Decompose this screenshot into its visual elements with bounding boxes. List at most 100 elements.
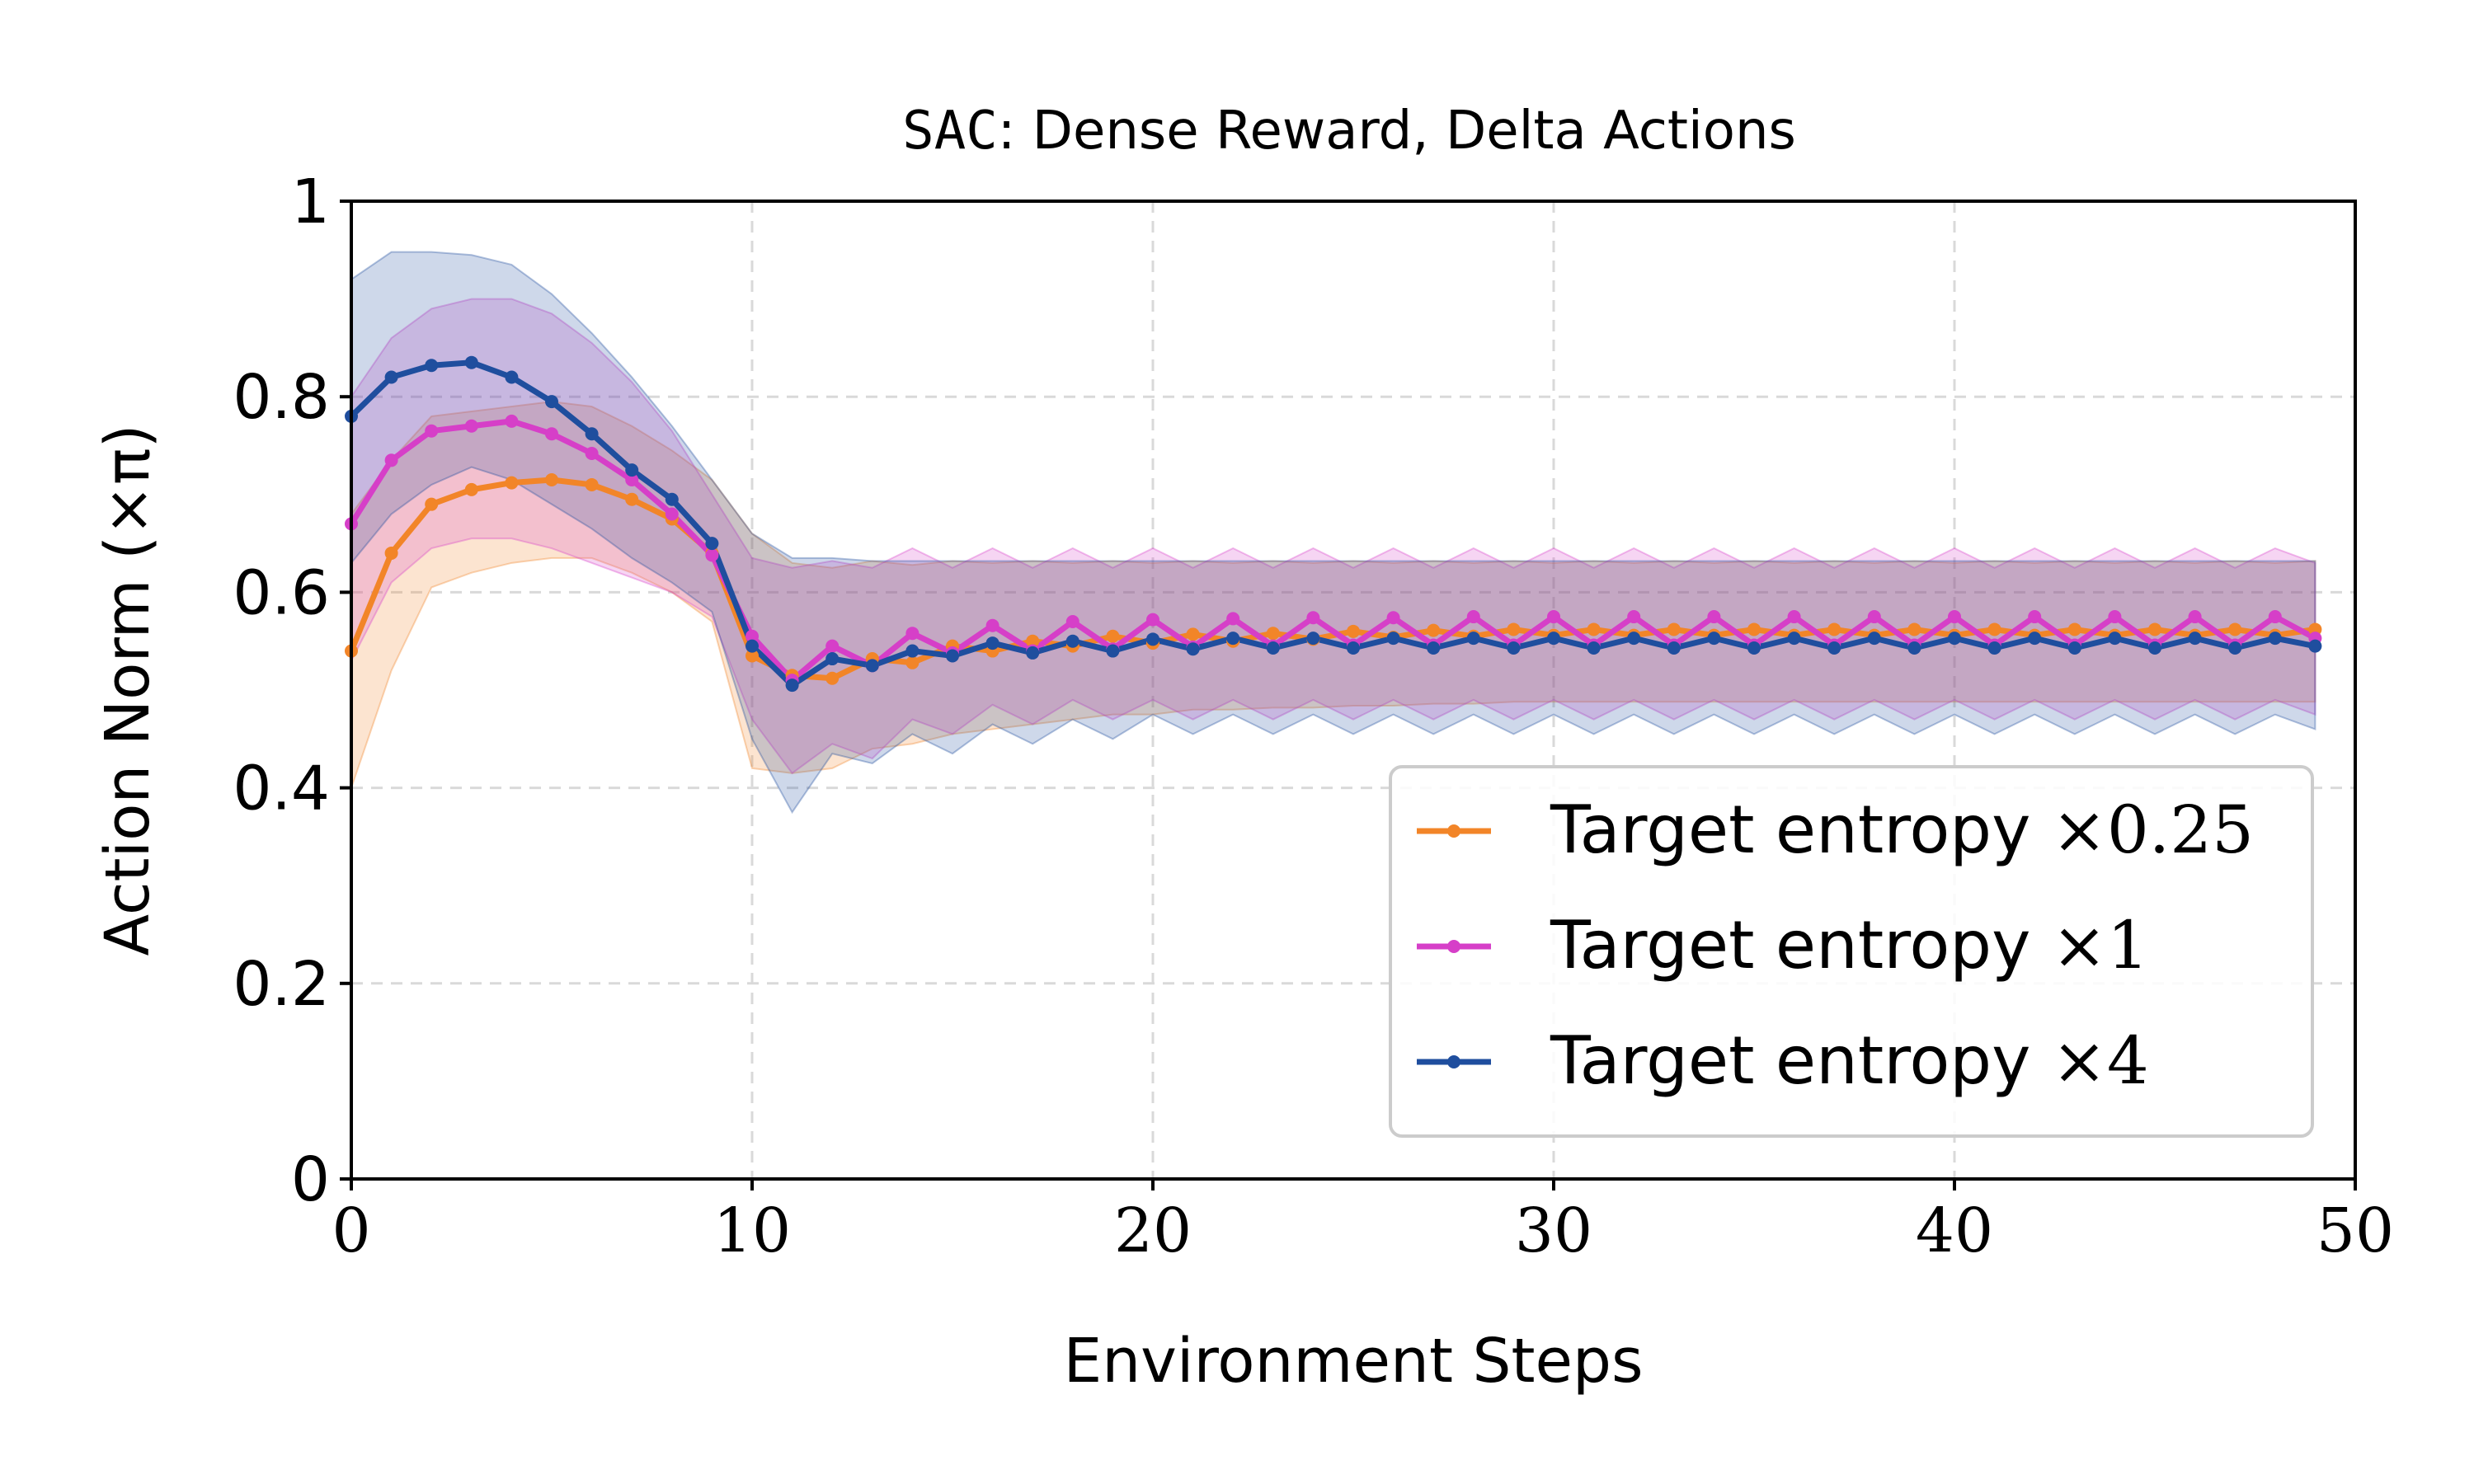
point-series-0-31 [1587, 622, 1601, 636]
point-series-0-19 [1106, 629, 1120, 643]
x-tick-label-3: 30 [1515, 1195, 1592, 1266]
point-series-0-47 [2228, 622, 2242, 636]
point-series-2-10 [745, 639, 759, 653]
point-series-0-25 [1347, 624, 1360, 638]
point-series-1-44 [2108, 610, 2122, 624]
point-series-0-1 [384, 546, 398, 560]
chart-title: SAC: Dense Reward, Delta Actions [902, 101, 1796, 162]
legend-label-0: Target entropy ×0.25 [1550, 791, 2254, 868]
point-series-1-26 [1386, 611, 1400, 625]
point-series-2-31 [1587, 641, 1601, 655]
point-series-1-38 [1867, 610, 1881, 624]
point-series-2-35 [1747, 641, 1761, 655]
point-series-1-28 [1466, 610, 1480, 624]
line-series-2 [349, 359, 2316, 688]
point-series-2-26 [1386, 632, 1400, 646]
point-series-2-16 [985, 636, 999, 650]
y-tick-label-4: 0.8 [233, 362, 330, 433]
point-series-2-48 [2268, 632, 2282, 646]
point-series-2-27 [1427, 641, 1441, 655]
x-tick-label-2: 20 [1114, 1195, 1192, 1266]
point-series-0-2 [425, 497, 439, 511]
point-series-1-22 [1226, 612, 1240, 626]
point-series-0-35 [1747, 622, 1761, 636]
x-tick-label-0: 0 [332, 1195, 370, 1266]
point-series-1-46 [2188, 610, 2202, 624]
y-tick-label-2: 0.4 [233, 754, 330, 824]
point-series-2-30 [1547, 632, 1560, 646]
point-series-1-5 [545, 427, 558, 441]
point-series-2-23 [1266, 641, 1280, 655]
point-series-0-21 [1186, 627, 1200, 641]
point-series-2-32 [1627, 632, 1641, 646]
point-series-2-2 [425, 359, 439, 373]
point-series-0-23 [1266, 627, 1280, 641]
series-lines [348, 359, 2317, 688]
legend-math-0: ×0.25 [2052, 791, 2254, 868]
legend-marker-2 [1447, 1055, 1460, 1068]
point-series-2-1 [384, 370, 398, 384]
legend-text-0: Target entropy [1550, 791, 2052, 868]
point-series-1-10 [745, 629, 759, 643]
point-series-0-41 [1987, 622, 2001, 636]
point-series-1-30 [1547, 610, 1560, 624]
point-series-0-17 [1026, 634, 1040, 648]
y-axis-ticks: 0 0.2 0.4 0.6 0.8 1 [233, 167, 351, 1215]
point-series-1-16 [985, 618, 999, 632]
point-series-0-27 [1427, 623, 1441, 637]
point-series-2-21 [1186, 642, 1200, 656]
point-series-2-4 [505, 370, 519, 384]
point-series-2-7 [625, 463, 639, 477]
point-series-2-25 [1347, 641, 1360, 655]
point-series-1-32 [1627, 610, 1641, 624]
point-series-0-39 [1907, 622, 1921, 636]
point-series-2-36 [1787, 632, 1801, 646]
point-series-2-14 [905, 644, 920, 658]
point-series-2-45 [2148, 641, 2161, 655]
point-series-1-48 [2268, 610, 2282, 624]
point-series-1-24 [1306, 611, 1320, 625]
point-series-2-5 [545, 395, 558, 409]
point-series-1-6 [585, 446, 599, 460]
point-series-2-39 [1907, 641, 1921, 655]
point-series-2-42 [2028, 632, 2042, 646]
x-tick-label-5: 50 [2316, 1195, 2394, 1266]
chart-title-code: SAC [902, 101, 998, 162]
point-series-2-24 [1306, 632, 1320, 646]
y-tick-label-0: 0 [291, 1144, 330, 1215]
point-series-1-12 [825, 639, 840, 653]
point-series-2-17 [1026, 646, 1040, 660]
y-axis-label: Action Norm (×π) [92, 425, 163, 956]
point-series-2-15 [946, 649, 959, 663]
point-series-2-18 [1065, 634, 1079, 648]
point-series-2-46 [2188, 632, 2202, 646]
point-series-2-11 [785, 679, 799, 693]
point-series-0-29 [1507, 622, 1521, 636]
point-series-1-3 [464, 419, 478, 433]
chart-title-text: : Dense Reward, Delta Actions [998, 101, 1796, 162]
point-series-1-36 [1787, 610, 1801, 624]
band-series-0 [350, 401, 2316, 788]
point-series-2-20 [1146, 632, 1159, 646]
point-series-2-22 [1226, 632, 1240, 646]
point-series-2-8 [665, 492, 679, 506]
point-series-1-4 [505, 414, 519, 428]
point-series-2-40 [1948, 632, 1961, 646]
point-series-0-37 [1827, 622, 1841, 636]
point-series-2-6 [585, 427, 599, 441]
point-series-1-40 [1948, 610, 1961, 624]
legend-label-2: Target entropy ×4 [1550, 1022, 2149, 1099]
point-series-0-4 [505, 476, 519, 490]
point-series-0-45 [2148, 622, 2161, 636]
point-series-2-13 [865, 659, 879, 673]
point-series-0-3 [464, 482, 478, 496]
legend-math-2: ×4 [2052, 1022, 2149, 1099]
point-series-2-41 [1987, 641, 2001, 655]
point-series-2-34 [1707, 632, 1721, 646]
point-series-1-14 [905, 627, 920, 641]
point-series-2-19 [1106, 644, 1120, 658]
